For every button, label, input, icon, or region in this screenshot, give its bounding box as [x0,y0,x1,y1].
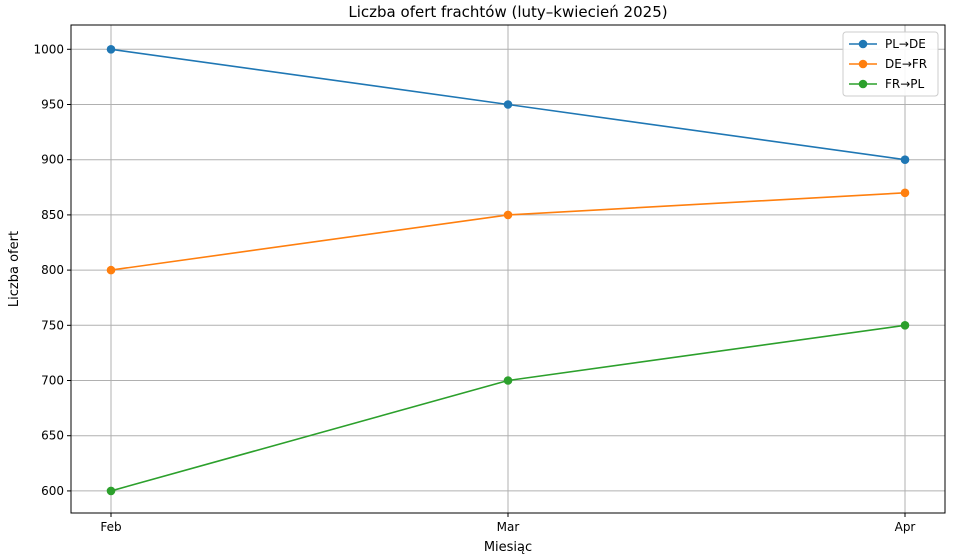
legend-label: FR→PL [885,77,925,91]
y-tick-label: 950 [41,97,64,111]
y-tick-label: 650 [41,429,64,443]
grid-lines [71,25,945,513]
data-point [106,265,116,275]
legend-box [842,31,939,97]
y-tick-label: 750 [41,318,64,332]
data-point [106,44,116,54]
data-point [106,486,116,496]
x-tick-label: Mar [497,520,520,534]
legend-marker [858,39,868,49]
legend-marker [858,79,868,89]
x-axis-label: Miesiąc [484,540,532,555]
data-point [503,376,513,385]
legend-label: DE→FR [885,57,927,71]
data-point [900,188,910,198]
legend-label: PL→DE [885,37,926,51]
chart-title: Liczba ofert frachtów (luty–kwiecień 202… [348,3,667,21]
x-tick-label: Apr [895,520,916,534]
y-tick-label: 600 [41,484,64,498]
data-point [503,100,513,109]
y-tick-label: 1000 [33,42,64,56]
y-tick-label: 900 [41,153,64,167]
legend: PL→DE DE→FR FR→PL [842,31,939,97]
legend-marker [858,59,868,69]
data-point [900,321,910,330]
y-tick-label: 800 [41,263,64,277]
series-layer [106,44,910,496]
x-tick-label: Feb [100,520,121,534]
y-axis: 600 650 700 750 800 850 900 950 1000 [33,42,71,498]
y-tick-label: 850 [41,208,64,222]
x-axis: Feb Mar Apr [100,513,915,534]
y-axis-label: Liczba ofert [7,231,22,307]
y-tick-label: 700 [41,374,64,388]
data-point [503,210,513,220]
data-point [900,155,910,164]
